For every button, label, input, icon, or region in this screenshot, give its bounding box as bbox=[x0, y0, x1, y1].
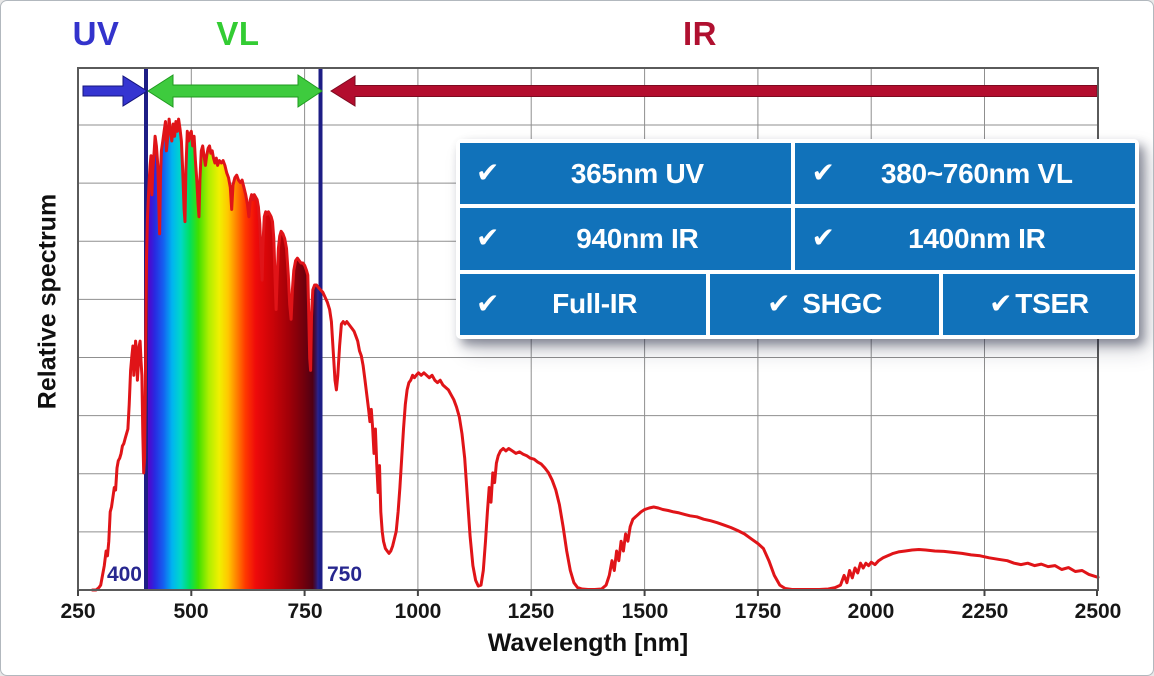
check-icon: ✔ bbox=[811, 222, 835, 254]
spec-cell-tser: ✔ TSER bbox=[942, 273, 1135, 335]
spec-cell-365nm-uv: ✔ 365nm UV bbox=[460, 143, 792, 205]
cell-label: TSER bbox=[1015, 288, 1089, 320]
check-icon: ✔ bbox=[476, 222, 500, 254]
x-tick-1500: 1500 bbox=[621, 600, 669, 623]
spec-cell-380-760nm-vl: ✔ 380~760nm VL bbox=[795, 143, 1135, 205]
spec-table-row: ✔ Full-IR ✔ SHGC ✔ TSER bbox=[460, 273, 1135, 335]
x-tick-2000: 2000 bbox=[847, 600, 895, 623]
ir-arrow-icon bbox=[330, 75, 1098, 107]
x-tick-1750: 1750 bbox=[734, 600, 782, 623]
cell-label: 940nm IR bbox=[576, 222, 699, 254]
check-icon: ✔ bbox=[811, 157, 835, 189]
ir-region-label: IR bbox=[683, 15, 717, 52]
spec-cell-shgc: ✔ SHGC bbox=[710, 273, 939, 335]
vl-arrow-icon bbox=[147, 74, 323, 108]
x-tick-1000: 1000 bbox=[394, 600, 442, 623]
check-icon: ✔ bbox=[476, 157, 500, 189]
cell-label: 365nm UV bbox=[570, 157, 704, 189]
spectrum-curve bbox=[91, 117, 1100, 592]
spec-table-row: ✔ 940nm IR ✔ 1400nm IR bbox=[460, 208, 1135, 270]
x-axis-ticks bbox=[77, 590, 1098, 596]
band-label-750: 750 bbox=[327, 563, 363, 586]
spec-table-row: ✔ 365nm UV ✔ 380~760nm VL bbox=[460, 143, 1135, 205]
spec-cell-1400nm-ir: ✔ 1400nm IR bbox=[795, 208, 1135, 270]
x-tick-500: 500 bbox=[173, 600, 209, 623]
x-tick-2250: 2250 bbox=[961, 600, 1009, 623]
x-tick-750: 750 bbox=[287, 600, 323, 623]
check-icon: ✔ bbox=[767, 287, 791, 319]
uv-region-label: UV bbox=[72, 15, 120, 52]
check-icon: ✔ bbox=[989, 287, 1013, 319]
vl-region-label: VL bbox=[216, 15, 260, 52]
spec-cell-full-ir: ✔ Full-IR bbox=[460, 273, 707, 335]
visible-light-band bbox=[146, 119, 321, 590]
spec-table: ✔ 365nm UV ✔ 380~760nm VL ✔ 940nm IR ✔ 1… bbox=[456, 139, 1139, 339]
x-axis-title: Wavelength [nm] bbox=[487, 629, 689, 657]
cell-label: 1400nm IR bbox=[908, 222, 1046, 254]
y-axis-title: Relative spectrum bbox=[33, 193, 62, 410]
x-tick-250: 250 bbox=[60, 600, 96, 623]
cell-label: 380~760nm VL bbox=[880, 157, 1073, 189]
spec-cell-940nm-ir: ✔ 940nm IR bbox=[460, 208, 792, 270]
uv-arrow-icon bbox=[82, 75, 148, 107]
check-icon: ✔ bbox=[476, 287, 500, 319]
band-label-400: 400 bbox=[106, 563, 142, 586]
cell-label: Full-IR bbox=[552, 288, 638, 320]
x-tick-2500: 2500 bbox=[1074, 600, 1122, 623]
x-tick-1250: 1250 bbox=[507, 600, 555, 623]
cell-label: SHGC bbox=[802, 288, 882, 320]
band-line-750 bbox=[318, 68, 323, 590]
